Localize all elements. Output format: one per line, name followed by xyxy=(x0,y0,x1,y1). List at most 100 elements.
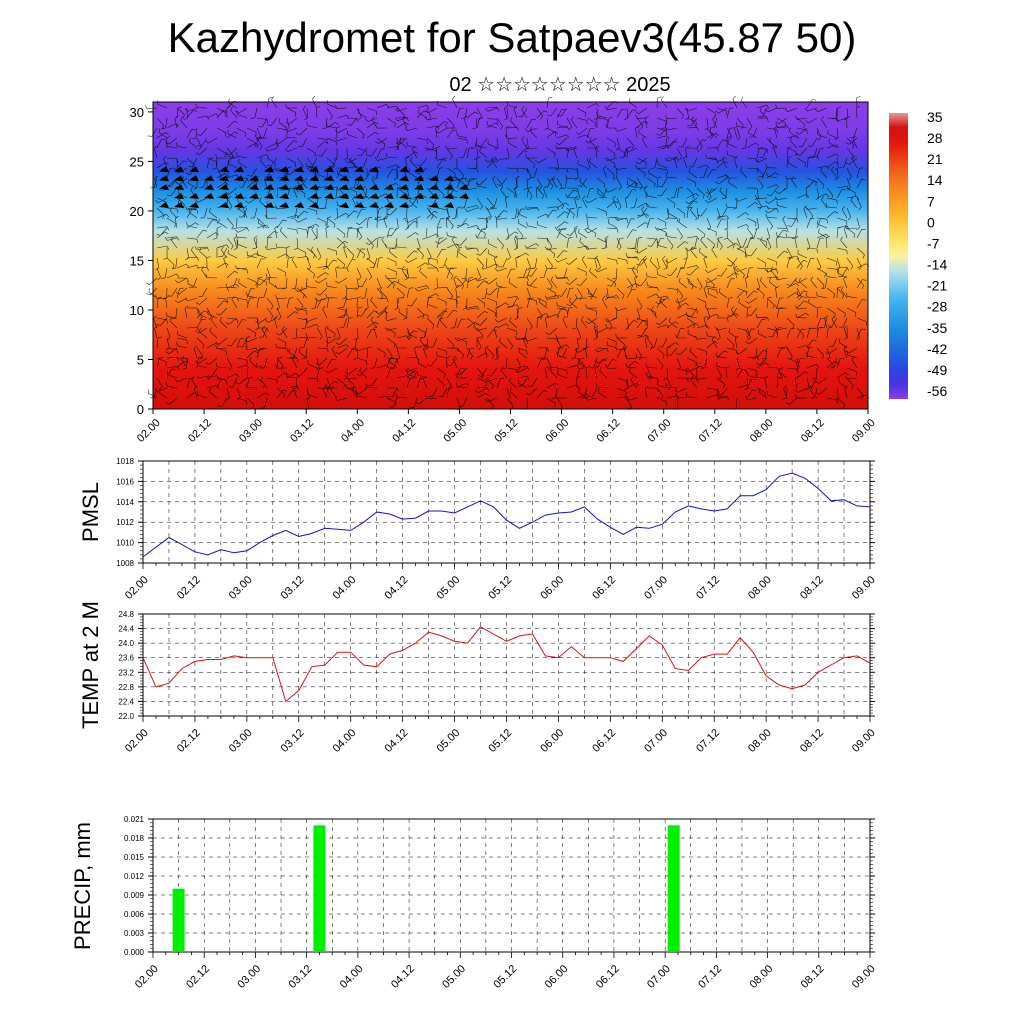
x-tick-label: 03.00 xyxy=(237,417,265,445)
y-tick-label: 1018 xyxy=(116,457,134,466)
colorbar-label: -49 xyxy=(927,362,947,378)
x-tick-label: 07.00 xyxy=(642,574,670,602)
x-tick-label: 07.12 xyxy=(696,963,724,991)
x-tick-label: 07.12 xyxy=(694,574,722,602)
x-tick-label: 04.12 xyxy=(389,963,417,991)
colorbar-label: 14 xyxy=(927,172,943,188)
pmsl-line xyxy=(142,472,871,558)
precip-panel: 0.000 0.003 0.006 0.009 0.012 0.015 0.018 0.021… xyxy=(70,815,878,991)
y-tick-label: 23.6 xyxy=(118,654,134,663)
x-tick-label: 08.12 xyxy=(799,417,827,445)
y-tick-label: 24.0 xyxy=(118,639,134,648)
x-tick-label: 08.12 xyxy=(799,963,827,991)
y-tick-label: 1008 xyxy=(116,559,134,568)
colorbar-gradient xyxy=(889,113,908,399)
y-tick-label: 0.006 xyxy=(124,910,145,919)
x-tick-label: 02.12 xyxy=(186,417,214,445)
y-tick-label: 22.4 xyxy=(118,697,134,706)
x-tick-label: 07.00 xyxy=(642,727,670,755)
x-tick-label: 05.00 xyxy=(441,417,469,445)
x-tick-label: 08.00 xyxy=(747,963,775,991)
x-tick-label: 02.12 xyxy=(175,574,203,602)
y-tick-label: 22.8 xyxy=(118,683,134,692)
temp-line xyxy=(142,626,871,703)
pmsl-panel: 1008 1010 1012 1014 1016 1018 02.00 02.12 03.00 0… xyxy=(78,457,878,602)
x-tick-label: 09.00 xyxy=(850,963,878,991)
precip-bar xyxy=(313,825,326,952)
y-tick-label: 0.009 xyxy=(124,891,145,900)
x-tick-label: 07.12 xyxy=(697,417,725,445)
x-tick-label: 04.12 xyxy=(383,727,411,755)
x-tick-label: 08.12 xyxy=(798,727,826,755)
x-tick-label: 05.12 xyxy=(492,417,520,445)
y-tick-label: 1016 xyxy=(116,477,134,486)
x-tick-label: 06.00 xyxy=(543,417,571,445)
y-tick-label: 24.8 xyxy=(118,610,134,619)
x-tick-label: 02.00 xyxy=(133,963,161,991)
x-tick-label: 02.00 xyxy=(123,574,151,602)
x-tick-label: 09.00 xyxy=(850,727,878,755)
x-tick-label: 07.00 xyxy=(645,963,673,991)
x-tick-label: 05.00 xyxy=(434,727,462,755)
colorbar-label: 35 xyxy=(927,109,943,125)
y-tick-label: 25 xyxy=(130,154,144,169)
x-tick-label: 06.00 xyxy=(543,963,571,991)
page-subtitle: 02 ☆☆☆☆☆☆☆☆ 2025 xyxy=(449,74,671,96)
y-tick-label: 10 xyxy=(130,303,144,318)
colorbar-label: 7 xyxy=(927,193,935,209)
x-tick-label: 02.12 xyxy=(184,963,212,991)
x-tick-label: 06.12 xyxy=(590,727,618,755)
colorbar: 35 28 21 14 7 0 -7 -14 -21 -28 -35 -42 -49 -56 xyxy=(889,109,947,399)
y-tick-label: 1014 xyxy=(116,498,134,507)
colorbar-label: -14 xyxy=(927,257,947,273)
x-tick-label: 05.00 xyxy=(440,963,468,991)
x-tick-label: 08.00 xyxy=(746,727,774,755)
x-tick-label: 04.12 xyxy=(383,574,411,602)
x-tick-label: 09.00 xyxy=(850,574,878,602)
height-time-section: 0 5 10 15 20 25 30 02.00 02.12 03.00 03.12 04.00 04.… xyxy=(130,95,878,445)
colorbar-label: -56 xyxy=(927,383,947,399)
y-tick-label: 0.003 xyxy=(124,929,145,938)
x-tick-label: 05.12 xyxy=(486,727,514,755)
x-tick-label: 05.00 xyxy=(434,574,462,602)
y-tick-label: 0.000 xyxy=(124,948,145,957)
temp-panel: 22.0 22.4 22.8 23.2 23.6 24.0 24.4 24.8 02.00 02.… xyxy=(78,601,878,755)
x-tick-label: 06.00 xyxy=(538,727,566,755)
y-tick-label: 0 xyxy=(137,402,144,417)
x-tick-label: 06.12 xyxy=(595,417,623,445)
x-tick-label: 03.00 xyxy=(227,727,255,755)
x-tick-label: 03.12 xyxy=(288,417,316,445)
x-tick-label: 06.00 xyxy=(538,574,566,602)
y-tick-label: 1012 xyxy=(116,518,134,527)
colorbar-label: -35 xyxy=(927,320,947,336)
page-title: Kazhydromet for Satpaev3(45.87 50) xyxy=(167,14,857,61)
y-tick-label: 0.012 xyxy=(124,872,145,881)
x-tick-label: 03.00 xyxy=(235,963,263,991)
x-tick-label: 09.00 xyxy=(850,417,878,445)
x-tick-label: 04.00 xyxy=(331,574,359,602)
y-axis-label: PRECIP, mm xyxy=(70,822,95,950)
colorbar-label: -7 xyxy=(927,235,940,251)
y-tick-label: 20 xyxy=(130,204,144,219)
y-tick-label: 0.021 xyxy=(124,815,145,824)
x-tick-label: 02.00 xyxy=(135,417,163,445)
y-tick-label: 24.4 xyxy=(118,625,134,634)
x-tick-label: 03.00 xyxy=(227,574,255,602)
x-tick-label: 05.12 xyxy=(486,574,514,602)
x-tick-label: 06.12 xyxy=(594,963,622,991)
x-tick-label: 03.12 xyxy=(279,727,307,755)
y-tick-label: 23.2 xyxy=(118,668,134,677)
x-tick-label: 08.12 xyxy=(798,574,826,602)
precip-bar xyxy=(667,825,680,952)
colorbar-label: 21 xyxy=(927,151,943,167)
colorbar-label: -28 xyxy=(927,299,947,315)
y-tick-label: 0.015 xyxy=(124,853,145,862)
colorbar-label: 0 xyxy=(927,214,935,230)
y-tick-label: 0.018 xyxy=(124,834,145,843)
y-tick-label: 30 xyxy=(130,105,144,120)
colorbar-label: -21 xyxy=(927,278,947,294)
jet-wind-flags xyxy=(159,166,469,208)
x-tick-label: 03.12 xyxy=(279,574,307,602)
x-tick-label: 08.00 xyxy=(748,417,776,445)
